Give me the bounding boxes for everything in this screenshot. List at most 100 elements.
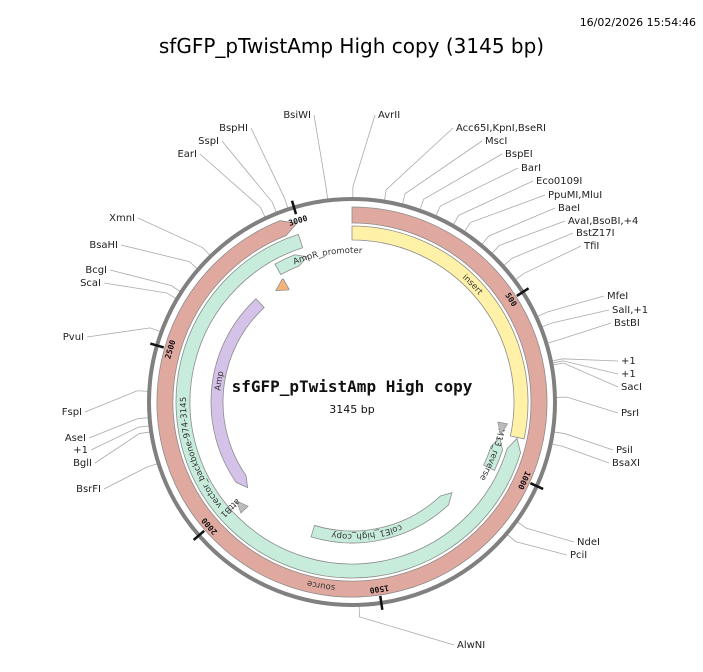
site-scai-leader: [103, 282, 178, 300]
site-saci[interactable]: SacI: [621, 382, 642, 393]
site-avrii[interactable]: AvrII: [378, 110, 400, 121]
site-avai-bsobi-4-leader: [490, 220, 566, 255]
site-mfei-leader: [536, 295, 605, 318]
site-eco0109i[interactable]: Eco0109I: [536, 176, 582, 187]
site-msci-leader: [401, 140, 483, 206]
site-asei[interactable]: AseI: [65, 433, 86, 444]
site-mfei[interactable]: MfeI: [607, 291, 628, 302]
site-alwni-leader: [358, 604, 455, 646]
site-fspi[interactable]: FspI: [62, 407, 82, 418]
site-bari[interactable]: BarI: [521, 163, 541, 174]
site-avrii-leader: [352, 114, 376, 200]
site-bsphi-leader: [250, 127, 289, 210]
center-plasmid-name: sfGFP_pTwistAmp High copy: [232, 377, 473, 396]
page-title: sfGFP_pTwistAmp High copy (3145 bp): [158, 34, 545, 58]
site-eari[interactable]: EarI: [177, 149, 197, 160]
site-sali-1-leader: [540, 309, 610, 328]
site-bcgi-leader: [109, 269, 182, 293]
site-sali-1[interactable]: SalI,+1: [612, 305, 648, 316]
feature-ampr-promoter: [274, 254, 308, 276]
site-psri[interactable]: PsrI: [621, 408, 639, 419]
site-tfii[interactable]: TfiI: [583, 241, 599, 252]
site-psii[interactable]: PsiI: [616, 445, 633, 456]
site-labels: AvrII Acc65I,KpnI,BseRI MscI BspEI BarI Eco01…: [62, 110, 648, 651]
feature-m13-reverse: [483, 436, 503, 471]
site-xmni-leader: [137, 217, 212, 257]
site-ndei[interactable]: NdeI: [577, 537, 600, 548]
site-baei[interactable]: BaeI: [558, 203, 580, 214]
site-sspi[interactable]: SspI: [198, 136, 219, 147]
site-1[interactable]: +1: [73, 445, 88, 456]
site-alwni[interactable]: AlwNI: [457, 640, 485, 651]
tick-1500: [379, 595, 384, 610]
backbone-circle: [147, 197, 557, 607]
site-xmni[interactable]: XmnI: [109, 213, 135, 224]
site-psii-leader: [552, 431, 614, 451]
feature-source: [156, 206, 548, 598]
feature-ampr: [210, 298, 265, 489]
marker-small-triangle: [497, 421, 509, 436]
site-acc65i-kpni-bseri-leader: [383, 127, 454, 202]
site-saci-leader: [551, 362, 619, 388]
site-bstz17i-leader: [502, 232, 574, 267]
timestamp: 16/02/2026 15:54:46: [579, 16, 696, 29]
site-1-leader: [90, 425, 151, 451]
site-bsrfi-leader: [103, 462, 159, 490]
site-bari-leader: [435, 167, 519, 218]
site-scai[interactable]: ScaI: [80, 278, 101, 289]
site-tfii-leader: [514, 245, 582, 281]
site-acc65i-kpni-bseri[interactable]: Acc65I,KpnI,BseRI: [456, 123, 546, 134]
site-asei-leader: [88, 417, 150, 439]
site-bstbi[interactable]: BstBI: [614, 318, 640, 329]
site-bsrfi[interactable]: BsrFI: [76, 484, 101, 495]
site-1-leader: [551, 360, 619, 375]
center-plasmid-length: 3145 bp: [329, 403, 374, 416]
site-bsahi[interactable]: BsaHI: [89, 240, 118, 251]
tick-500: [516, 287, 530, 297]
site-bstz17i[interactable]: BstZ17I: [576, 228, 615, 239]
site-bsiwi[interactable]: BsiWI: [283, 110, 311, 121]
site-ndei-leader: [516, 520, 575, 543]
marker-attb1: [235, 500, 249, 514]
site-ppumi-mlui-leader: [463, 194, 546, 233]
feature-insert: [351, 225, 529, 440]
site-bsahi-leader: [120, 244, 199, 270]
feature-promoter-small: [275, 278, 290, 291]
site-pcii[interactable]: PciI: [570, 550, 587, 561]
tick-label-1500: 1500: [369, 583, 390, 595]
feature-layer: sourceinsertvector_backbone-974-3145AmpR…: [0, 0, 548, 598]
site-bgli-leader: [94, 431, 152, 464]
site-bcgi[interactable]: BcgI: [85, 265, 107, 276]
feature-label-ampr-promoter: AmpR_promoter: [292, 246, 363, 267]
site-eco0109i-leader: [452, 180, 534, 226]
site-pvui[interactable]: PvuI: [63, 332, 84, 343]
site-psri-leader: [554, 396, 619, 414]
site-msci[interactable]: MscI: [485, 136, 507, 147]
site-ppumi-mlui[interactable]: PpuMI,MluI: [548, 190, 602, 201]
tick-3000: [290, 200, 298, 215]
site-bsaxi[interactable]: BsaXI: [612, 458, 640, 469]
site-bsiwi-leader: [313, 114, 329, 201]
site-bstbi-leader: [546, 322, 612, 344]
site-1-leader: [550, 358, 619, 362]
feature-cole1-high-copy: [310, 492, 453, 544]
site-pvui-leader: [86, 327, 162, 338]
site-bgli[interactable]: BglI: [73, 458, 92, 469]
site-bspei[interactable]: BspEI: [505, 149, 533, 160]
tick-1000: [529, 482, 544, 491]
site-bspei-leader: [419, 153, 503, 211]
site-sspi-leader: [221, 140, 278, 214]
tick-2500: [149, 342, 165, 349]
tick-label-3000: 3000: [287, 214, 308, 228]
site-avai-bsobi-4[interactable]: AvaI,BsoBI,+4: [568, 216, 638, 227]
site-fspi-leader: [84, 390, 150, 413]
feature-vector-backbone: [175, 233, 521, 579]
site-bsphi[interactable]: BspHI: [219, 123, 248, 134]
site-bsaxi-leader: [550, 443, 610, 464]
site-eari-leader: [199, 153, 266, 219]
site-baei-leader: [480, 207, 556, 246]
site-1[interactable]: +1: [621, 356, 636, 367]
site-1[interactable]: +1: [621, 369, 636, 380]
site-pcii-leader: [506, 533, 568, 556]
